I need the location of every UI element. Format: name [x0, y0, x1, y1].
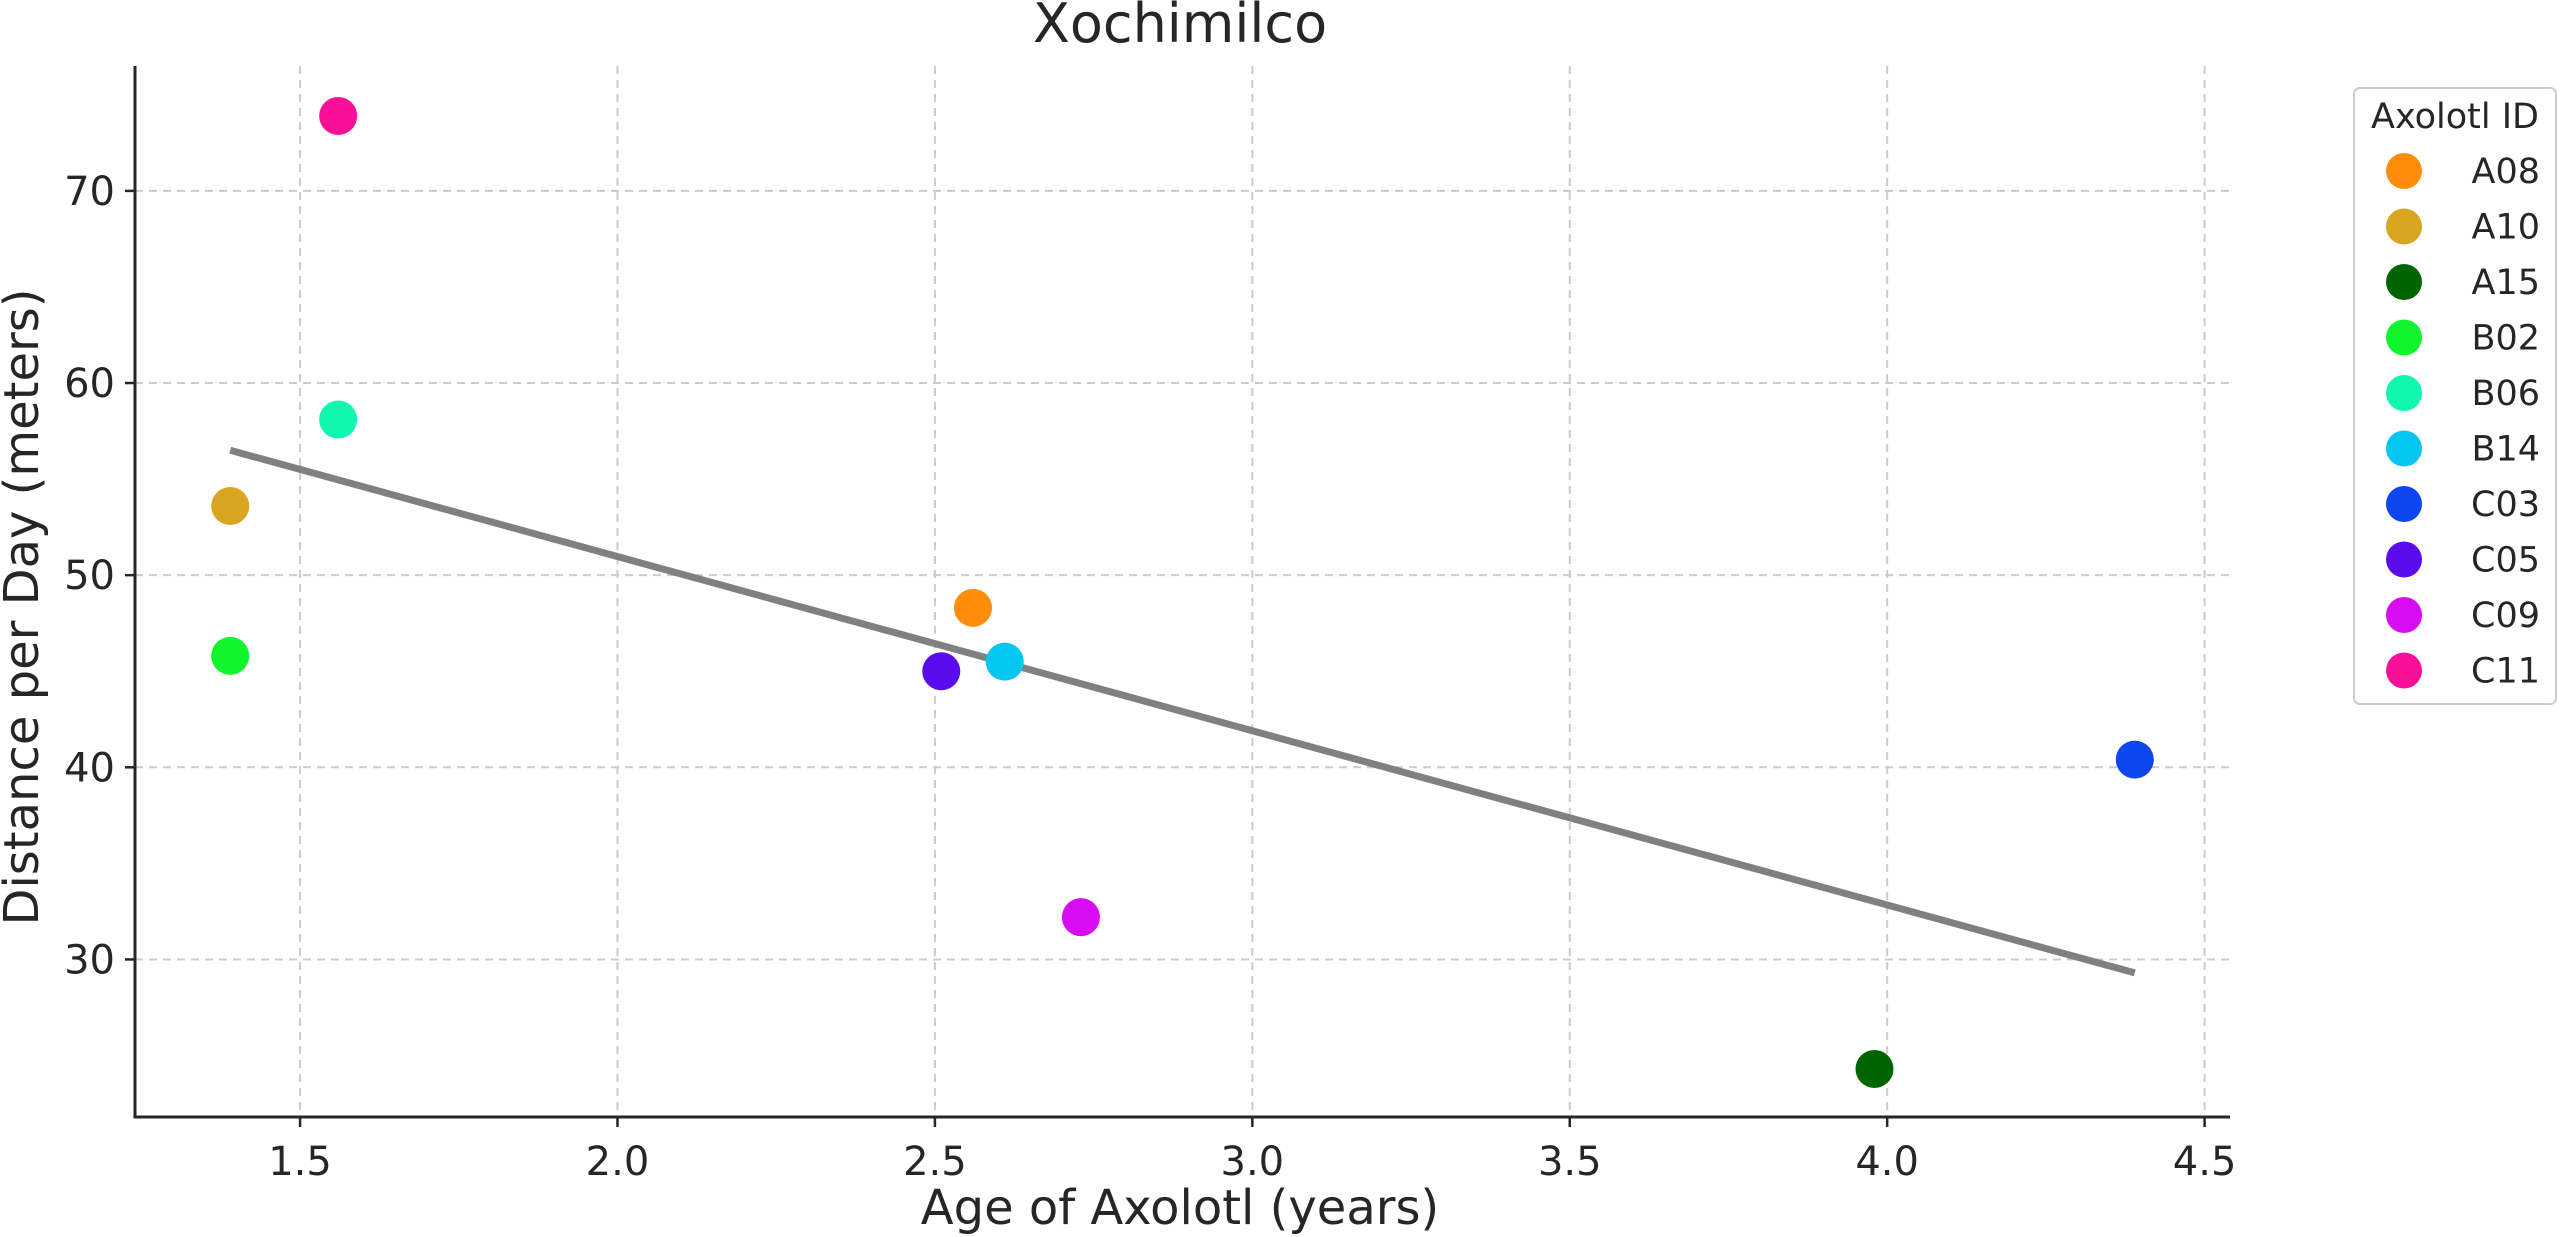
legend-label-c09: C09: [2471, 596, 2540, 636]
data-point-b14: [985, 642, 1024, 681]
y-tick-label: 70: [64, 169, 115, 215]
x-tick-label: 4.0: [1855, 1139, 1919, 1185]
data-point-a10: [211, 486, 250, 525]
data-point-c03: [2115, 740, 2154, 779]
legend-marker-b14: [2386, 430, 2422, 467]
legend-marker-b06: [2386, 375, 2422, 411]
legend-label-a15: A15: [2472, 263, 2540, 303]
legend-label-b02: B02: [2471, 319, 2540, 359]
axis-spines: [133, 66, 2230, 1119]
x-axis-label: Age of Axolotl (years): [921, 1180, 1439, 1236]
trend-line-layer: [229, 446, 2136, 977]
legend-marker-a08: [2386, 153, 2422, 189]
y-tick-label: 50: [64, 553, 115, 599]
trend-line: [229, 446, 2136, 977]
y-tick-label: 40: [64, 745, 115, 791]
data-point-c05: [922, 652, 961, 691]
legend-title: Axolotl ID: [2371, 97, 2539, 137]
data-point-a08: [954, 588, 992, 627]
x-tick-label: 3.5: [1538, 1139, 1602, 1185]
data-point-a15: [1855, 1049, 1894, 1088]
y-axis-label: Distance per Day (meters): [0, 288, 50, 925]
legend-label-c11: C11: [2471, 652, 2540, 692]
y-tick-label: 30: [64, 937, 115, 983]
legend-items: A08 A10 A15 B02 B06 B14 C03 C05 C09 C11: [2386, 152, 2540, 692]
legend-label-a08: A08: [2472, 152, 2540, 192]
legend-label-a10: A10: [2472, 208, 2540, 248]
legend-label-c03: C03: [2471, 485, 2540, 525]
data-points: [211, 96, 2154, 1088]
legend-marker-c11: [2386, 652, 2422, 689]
legend-marker-c05: [2386, 541, 2422, 578]
data-point-b06: [319, 400, 358, 439]
legend-label-b06: B06: [2471, 374, 2540, 414]
legend-marker-c03: [2386, 486, 2422, 522]
legend-marker-a10: [2386, 208, 2422, 245]
legend-label-c05: C05: [2471, 541, 2540, 581]
chart-title: Xochimilco: [1033, 0, 1327, 55]
x-tick-label: 2.5: [903, 1139, 967, 1185]
grid: [135, 66, 2230, 1117]
x-tick-label: 3.0: [1221, 1139, 1285, 1185]
legend: Axolotl ID A08 A10 A15 B02 B06 B14 C03 C05 C09 C1…: [2353, 87, 2557, 705]
data-point-c09: [1061, 898, 1100, 937]
legend-label-b14: B14: [2471, 430, 2540, 470]
legend-marker-a15: [2386, 264, 2422, 300]
data-point-c11: [319, 96, 358, 135]
legend-marker-c09: [2386, 597, 2422, 633]
x-tick-label: 2.0: [586, 1139, 650, 1185]
legend-marker-b02: [2386, 319, 2422, 356]
x-tick-label: 4.5: [2173, 1139, 2237, 1185]
x-tick-label: 1.5: [268, 1139, 332, 1185]
y-tick-label: 60: [64, 361, 115, 407]
data-point-b02: [211, 636, 250, 675]
axes: 1.5 2.0 2.5 3.0 3.5 4.0 4.5 30 40 50 60 70: [64, 66, 2236, 1185]
